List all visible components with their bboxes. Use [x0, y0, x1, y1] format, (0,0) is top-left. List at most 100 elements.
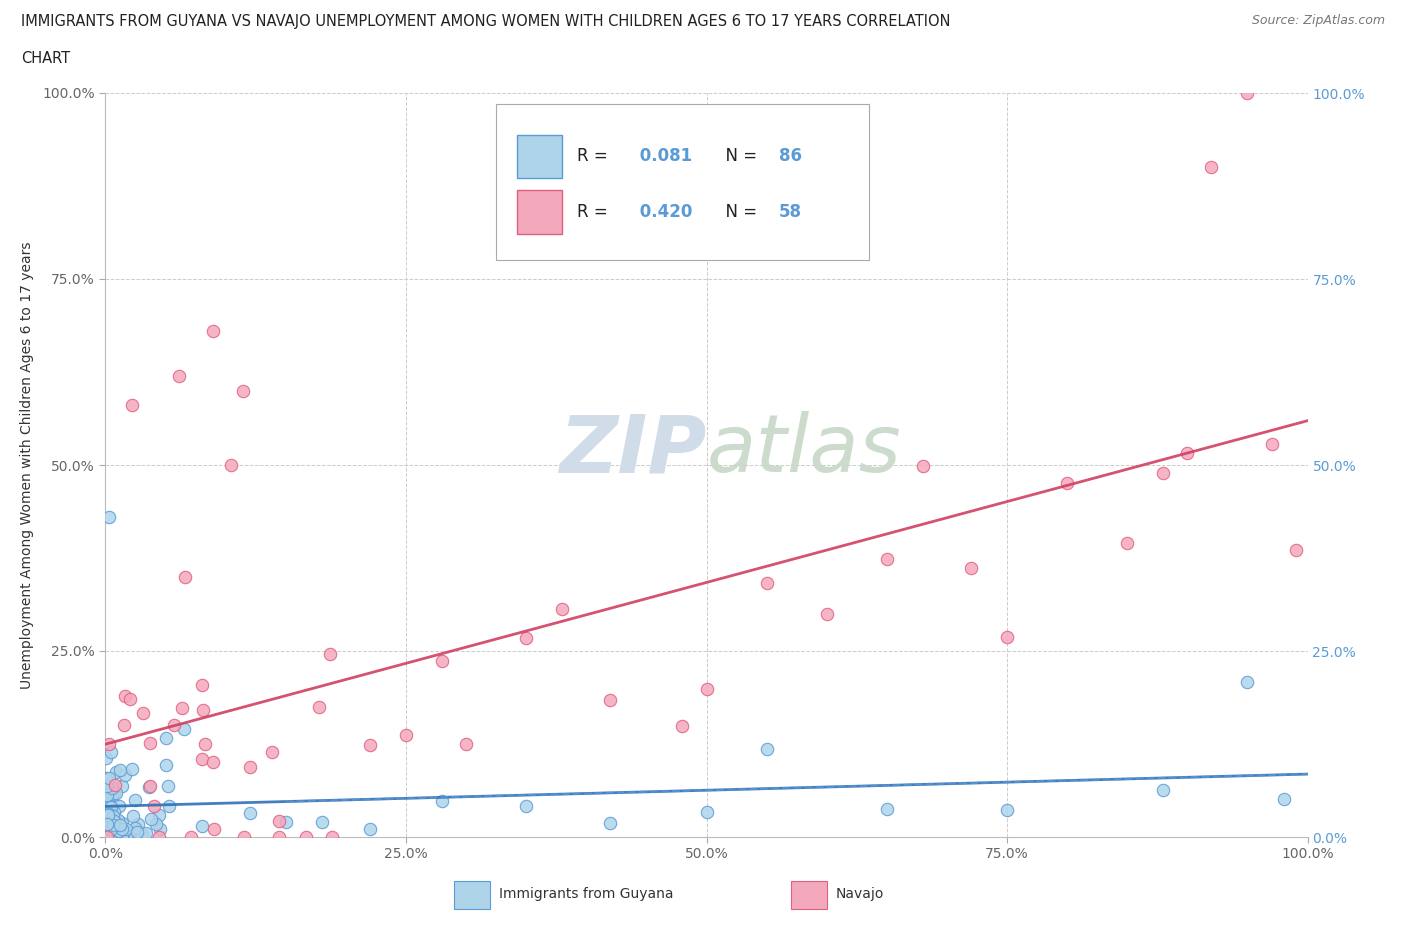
Point — [111, 816, 134, 830]
Point — [107, 824, 129, 839]
Point — [1201, 160, 1223, 175]
Point — [96, 830, 118, 844]
Text: Source: ZipAtlas.com: Source: ZipAtlas.com — [1251, 14, 1385, 27]
Point — [114, 689, 136, 704]
Text: Immigrants from Guyana: Immigrants from Guyana — [499, 887, 673, 901]
Point — [167, 368, 190, 383]
Point — [1152, 783, 1174, 798]
Point — [96, 830, 118, 844]
Point — [815, 607, 838, 622]
Point — [995, 803, 1018, 817]
Point — [103, 813, 125, 828]
Point — [107, 813, 129, 828]
Point — [755, 742, 778, 757]
Point — [96, 788, 118, 803]
Point — [135, 825, 157, 840]
Point — [98, 818, 121, 833]
Point — [127, 825, 149, 840]
Point — [98, 807, 121, 822]
Point — [1272, 791, 1295, 806]
Point — [108, 763, 131, 777]
Point — [295, 830, 318, 844]
Point — [103, 817, 125, 832]
Point — [191, 751, 214, 766]
Point — [515, 631, 537, 645]
Point — [755, 576, 778, 591]
Point — [311, 814, 333, 829]
Point — [127, 817, 149, 831]
Point — [131, 705, 153, 720]
Point — [115, 821, 138, 836]
Point — [100, 810, 122, 825]
Point — [876, 802, 898, 817]
Point — [104, 764, 127, 779]
Point — [94, 770, 117, 785]
Point — [318, 647, 340, 662]
Point — [101, 790, 124, 805]
Point — [97, 510, 120, 525]
Point — [696, 804, 718, 819]
Point — [876, 552, 898, 567]
Point — [148, 807, 170, 822]
Point — [96, 816, 118, 830]
Text: N =: N = — [714, 203, 762, 221]
Point — [551, 602, 574, 617]
Point — [131, 827, 153, 842]
Text: 0.420: 0.420 — [634, 203, 693, 221]
Point — [117, 825, 139, 840]
FancyBboxPatch shape — [516, 191, 562, 233]
Point — [138, 779, 160, 794]
Point — [430, 654, 453, 669]
Point — [233, 830, 256, 844]
Point — [262, 744, 284, 759]
Point — [599, 693, 621, 708]
Point — [124, 792, 146, 807]
Point — [103, 804, 125, 819]
Point — [274, 815, 297, 830]
Point — [97, 800, 120, 815]
Point — [515, 798, 537, 813]
Point — [108, 817, 131, 832]
Point — [194, 737, 217, 751]
FancyBboxPatch shape — [516, 135, 562, 178]
Point — [96, 786, 118, 801]
Point — [308, 699, 330, 714]
Point — [157, 799, 180, 814]
Point — [104, 827, 127, 842]
Point — [143, 798, 166, 813]
Point — [1284, 543, 1306, 558]
Point — [103, 785, 125, 800]
Point — [97, 819, 120, 834]
Point — [97, 792, 120, 807]
Text: ZIP: ZIP — [560, 411, 707, 489]
Point — [98, 817, 121, 832]
Point — [1152, 466, 1174, 481]
Point — [696, 682, 718, 697]
Point — [454, 737, 477, 751]
Point — [97, 808, 120, 823]
Point — [98, 806, 121, 821]
Point — [219, 458, 242, 472]
Text: R =: R = — [576, 203, 613, 221]
Point — [103, 777, 125, 792]
Point — [145, 817, 167, 831]
Point — [359, 737, 381, 752]
Point — [111, 829, 134, 844]
Point — [1175, 445, 1198, 460]
Point — [112, 718, 135, 733]
Point — [193, 703, 215, 718]
Text: CHART: CHART — [21, 51, 70, 66]
FancyBboxPatch shape — [790, 881, 827, 910]
Point — [157, 779, 180, 794]
Point — [267, 830, 290, 844]
Point — [359, 822, 381, 837]
Point — [107, 823, 129, 838]
FancyBboxPatch shape — [454, 881, 491, 910]
Point — [995, 630, 1018, 644]
Point — [121, 398, 143, 413]
Text: N =: N = — [714, 147, 762, 166]
Point — [111, 829, 134, 844]
Point — [100, 800, 122, 815]
Point — [96, 818, 118, 833]
Point — [111, 825, 134, 840]
